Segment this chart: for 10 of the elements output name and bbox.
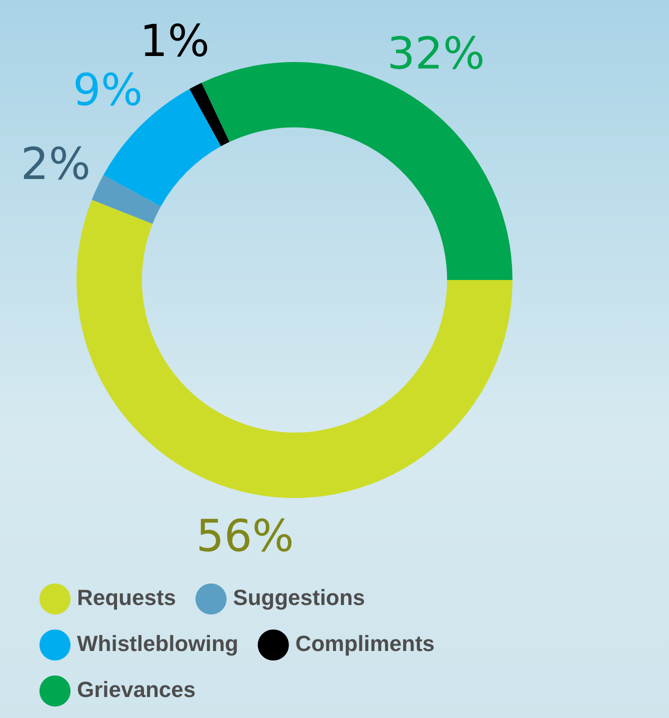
data-label: 9% <box>72 64 143 116</box>
data-label: 2% <box>20 139 91 190</box>
data-label: 56% <box>196 510 294 562</box>
legend-label: Compliments <box>295 631 435 656</box>
legend-label: Whistleblowing <box>77 631 238 656</box>
data-label: 1% <box>140 16 210 68</box>
legend-label: Suggestions <box>233 585 366 610</box>
legend-label: Requests <box>77 585 176 610</box>
legend-label: Grievances <box>77 677 196 702</box>
data-label: 32% <box>387 28 485 80</box>
